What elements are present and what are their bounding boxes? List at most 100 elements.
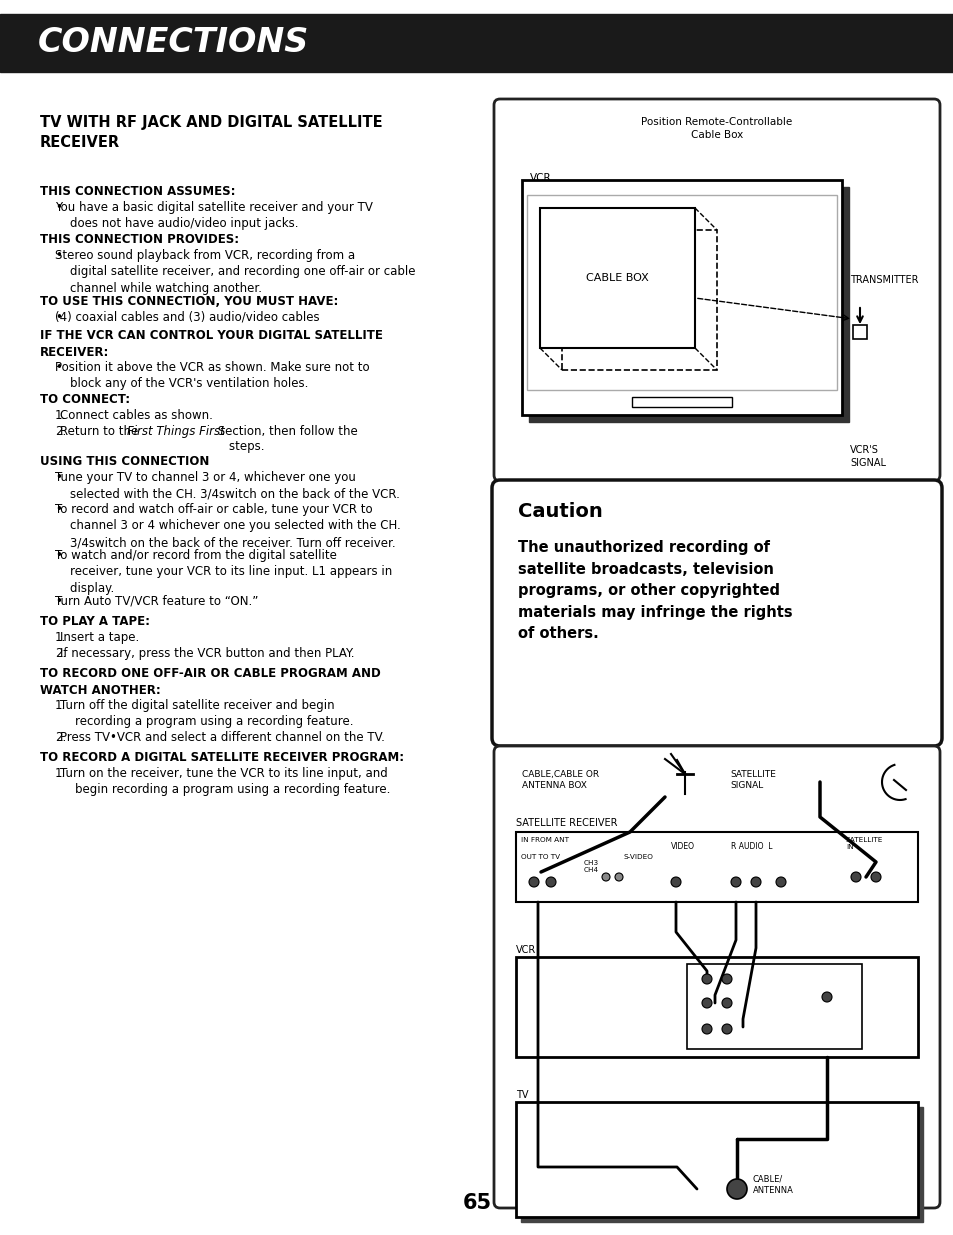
Bar [686,965,862,1049]
Text: •: • [55,550,62,562]
Circle shape [701,974,711,984]
Text: SATELLITE
SIGNAL: SATELLITE SIGNAL [729,769,775,790]
Text: You have a basic digital satellite receiver and your TV
    does not have audio/: You have a basic digital satellite recei… [55,201,373,231]
Text: AUDIO R: AUDIO R [695,989,725,995]
Text: SATELLITE RECEIVER: SATELLITE RECEIVER [516,818,617,827]
Text: Insert a tape.: Insert a tape. [60,631,139,643]
Text: OUT: OUT [695,1016,709,1023]
Text: IN: IN [724,1016,732,1023]
Circle shape [545,877,556,887]
Text: Turn Auto TV/VCR feature to “ON.”: Turn Auto TV/VCR feature to “ON.” [55,595,258,608]
Circle shape [850,872,861,882]
Text: 1.: 1. [55,699,66,713]
Text: Turn on the receiver, tune the VCR to its line input, and
    begin recording a : Turn on the receiver, tune the VCR to it… [60,767,390,797]
Text: VIDEO: VIDEO [695,1029,718,1035]
Text: Caution: Caution [517,501,602,521]
Text: 2.: 2. [55,647,66,659]
Bar [516,1102,917,1216]
Text: OUT TO TV: OUT TO TV [520,853,559,860]
Circle shape [750,877,760,887]
Text: (4) coaxial cables and (3) audio/video cables: (4) coaxial cables and (3) audio/video c… [55,311,319,324]
Text: TO RECORD A DIGITAL SATELLITE RECEIVER PROGRAM:: TO RECORD A DIGITAL SATELLITE RECEIVER P… [40,751,404,764]
Text: TRANSMITTER: TRANSMITTER [849,275,918,285]
FancyBboxPatch shape [494,99,939,480]
Text: THIS CONNECTION ASSUMES:: THIS CONNECTION ASSUMES: [40,185,235,198]
Bar [516,957,917,1057]
Text: VIDEO: VIDEO [670,842,695,851]
Text: CABLE,CABLE OR
ANTENNA BOX: CABLE,CABLE OR ANTENNA BOX [521,769,598,790]
Circle shape [721,974,731,984]
Text: Stereo sound playback from VCR, recording from a
    digital satellite receiver,: Stereo sound playback from VCR, recordin… [55,249,416,295]
Text: IF THE VCR CAN CONTROL YOUR DIGITAL SATELLITE
RECEIVER:: IF THE VCR CAN CONTROL YOUR DIGITAL SATE… [40,329,382,358]
Text: 2.: 2. [55,425,66,438]
Circle shape [821,992,831,1002]
Text: CABLE/
ANTENNA: CABLE/ ANTENNA [752,1174,793,1195]
Bar [561,230,717,370]
Text: 2.: 2. [55,731,66,743]
FancyBboxPatch shape [494,746,939,1208]
Bar [520,1107,923,1221]
Text: Return to the: Return to the [60,425,142,438]
Text: VCR'S
SIGNAL: VCR'S SIGNAL [849,445,885,468]
Text: RF OUT: RF OUT [806,967,833,973]
Text: 1.: 1. [55,631,66,643]
Bar [539,207,695,348]
Text: Position Remote-Controllable
Cable Box: Position Remote-Controllable Cable Box [640,117,792,141]
Text: SATELLITE
IN: SATELLITE IN [845,837,882,850]
Text: TV WITH RF JACK AND DIGITAL SATELLITE
RECEIVER: TV WITH RF JACK AND DIGITAL SATELLITE RE… [40,115,382,149]
Text: 1.: 1. [55,409,66,422]
Text: IN FROM ANT: IN FROM ANT [520,837,568,844]
Text: •: • [55,595,62,608]
Text: TO USE THIS CONNECTION, YOU MUST HAVE:: TO USE THIS CONNECTION, YOU MUST HAVE: [40,295,338,308]
Text: R AUDIO  L: R AUDIO L [730,842,772,851]
Text: 1.: 1. [55,767,66,781]
Bar [526,195,836,390]
Text: The unauthorized recording of
satellite broadcasts, television
programs, or othe: The unauthorized recording of satellite … [517,540,792,641]
Text: •: • [55,503,62,516]
Text: Tune your TV to channel 3 or 4, whichever one you
    selected with the CH. 3/4s: Tune your TV to channel 3 or 4, whicheve… [55,471,399,500]
FancyBboxPatch shape [492,480,941,746]
Text: Connect cables as shown.: Connect cables as shown. [60,409,213,422]
Bar [852,325,866,338]
Text: THIS CONNECTION PROVIDES:: THIS CONNECTION PROVIDES: [40,233,239,246]
Text: Position it above the VCR as shown. Make sure not to
    block any of the VCR's : Position it above the VCR as shown. Make… [55,361,369,390]
Bar [631,396,731,408]
Circle shape [870,872,880,882]
Text: AUDIO L: AUDIO L [695,967,724,973]
Circle shape [721,1024,731,1034]
Circle shape [775,877,785,887]
Circle shape [670,877,680,887]
Circle shape [601,873,609,881]
Text: VCR: VCR [516,945,536,955]
Text: IN: IN [776,967,783,973]
Text: USING THIS CONNECTION: USING THIS CONNECTION [40,454,209,468]
Text: IN: IN [776,989,783,995]
Text: VCR: VCR [530,173,551,183]
Text: TV: TV [516,1091,528,1100]
Circle shape [701,998,711,1008]
Bar [521,180,841,415]
Text: To watch and/or record from the digital satellite
    receiver, tune your VCR to: To watch and/or record from the digital … [55,550,392,595]
Circle shape [529,877,538,887]
Text: S-VIDEO: S-VIDEO [623,853,653,860]
Text: Section, then follow the
    steps.: Section, then follow the steps. [213,425,357,453]
Bar [529,186,848,422]
Text: •: • [55,361,62,374]
Text: First Things First: First Things First [127,425,225,438]
Text: If necessary, press the VCR button and then PLAY.: If necessary, press the VCR button and t… [60,647,355,659]
Text: CABLE BOX: CABLE BOX [585,273,648,283]
Text: TO CONNECT:: TO CONNECT: [40,393,130,406]
Text: •: • [55,249,62,262]
Text: CONNECTIONS: CONNECTIONS [38,26,309,59]
Circle shape [730,877,740,887]
Text: TO PLAY A TAPE:: TO PLAY A TAPE: [40,615,150,629]
Circle shape [726,1179,746,1199]
Text: 65: 65 [462,1193,491,1213]
Text: Press TV•VCR and select a different channel on the TV.: Press TV•VCR and select a different chan… [60,731,384,743]
Text: •: • [55,311,62,324]
Circle shape [615,873,622,881]
Text: To record and watch off-air or cable, tune your VCR to
    channel 3 or 4 whiche: To record and watch off-air or cable, tu… [55,503,400,550]
Text: •: • [55,471,62,484]
Circle shape [721,998,731,1008]
Bar [516,832,917,902]
